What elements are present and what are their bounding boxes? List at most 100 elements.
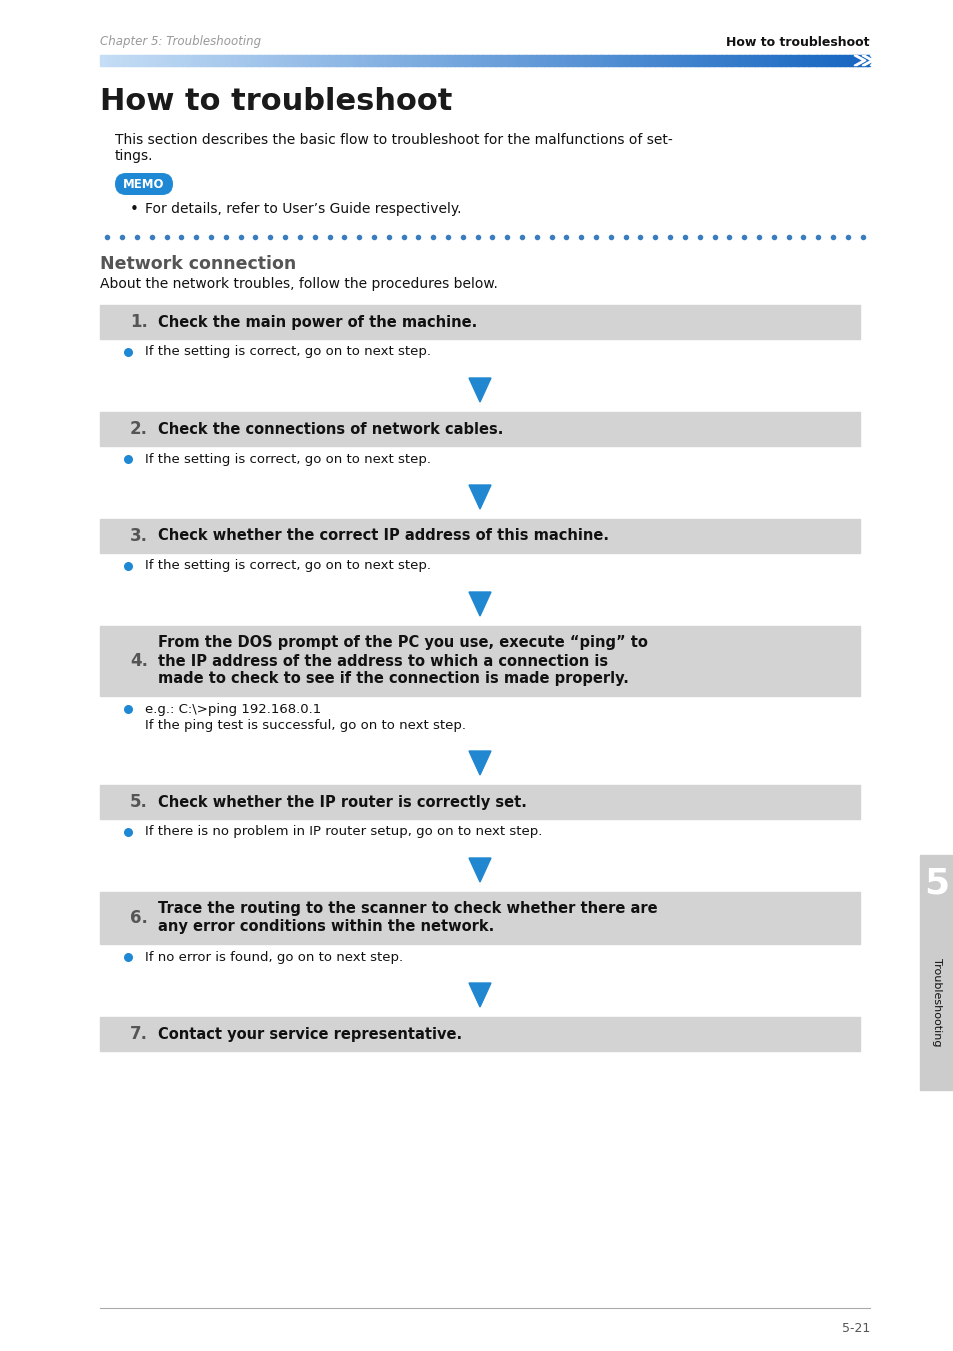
Bar [718,55,720,66]
Bar [285,55,288,66]
Bar [610,55,613,66]
Bar [261,55,265,66]
Text: If the setting is correct, go on to next step.: If the setting is correct, go on to next… [145,559,431,573]
Bar [777,55,780,66]
Bar [490,55,493,66]
Bar [231,55,233,66]
Bar [641,55,644,66]
Bar [131,55,133,66]
Bar [213,55,215,66]
Bar [620,55,623,66]
Bar [293,55,295,66]
Bar [795,55,798,66]
Bar [781,55,785,66]
Bar [725,55,729,66]
Bar [733,55,737,66]
Bar [346,55,349,66]
Bar [318,55,321,66]
Bar [482,55,485,66]
Bar [461,55,464,66]
Bar [587,55,590,66]
Bar [272,55,274,66]
Bar [766,55,770,66]
Bar [661,55,664,66]
Bar [159,55,162,66]
Bar [751,55,754,66]
Bar [848,55,852,66]
Bar [193,55,195,66]
Bar [438,55,441,66]
Bar [211,55,213,66]
Bar [554,55,557,66]
Bar [185,55,188,66]
Bar [823,55,826,66]
Bar [866,55,869,66]
Bar [343,55,347,66]
Bar [534,55,537,66]
Text: Contact your service representative.: Contact your service representative. [158,1027,461,1042]
Bar [441,55,444,66]
Bar [443,55,447,66]
Text: Network connection: Network connection [100,255,296,273]
Bar [241,55,244,66]
Text: 3.: 3. [130,527,148,544]
Bar [472,55,475,66]
Bar [431,55,434,66]
Text: Trace the routing to the scanner to check whether there are: Trace the routing to the scanner to chec… [158,901,657,916]
Text: Check the main power of the machine.: Check the main power of the machine. [158,315,476,330]
Bar [220,55,223,66]
Bar [326,55,329,66]
Bar [197,55,200,66]
Bar [276,55,280,66]
Bar [698,55,700,66]
Bar [510,55,514,66]
Bar [393,55,395,66]
Bar [458,55,462,66]
Bar [862,55,864,66]
Bar [616,55,618,66]
Bar [579,55,582,66]
Bar [323,55,326,66]
Bar [682,55,685,66]
Bar [636,55,639,66]
Bar [153,55,157,66]
Bar [177,55,180,66]
Text: If no error is found, go on to next step.: If no error is found, go on to next step… [145,951,403,963]
Bar [179,55,182,66]
Bar [669,55,672,66]
Bar [736,55,739,66]
Bar [215,55,218,66]
Bar [590,55,593,66]
Text: any error conditions within the network.: any error conditions within the network. [158,920,494,935]
Bar [649,55,652,66]
Bar [810,55,813,66]
Bar [851,55,854,66]
Bar [100,892,859,944]
Bar [608,55,611,66]
Bar [705,55,708,66]
Polygon shape [469,858,491,882]
Bar [123,55,126,66]
Text: MEMO: MEMO [123,177,165,190]
Bar [105,55,108,66]
Text: •: • [130,201,139,216]
Bar [582,55,585,66]
Bar [672,55,675,66]
Bar [564,55,567,66]
Bar [546,55,549,66]
Bar [538,55,541,66]
Bar [187,55,191,66]
Bar [774,55,778,66]
Bar [361,55,364,66]
Bar [784,55,787,66]
Bar [664,55,667,66]
FancyBboxPatch shape [115,173,172,195]
Bar [528,55,531,66]
Bar [172,55,174,66]
Bar [410,55,414,66]
Bar [854,55,857,66]
Bar [274,55,277,66]
Bar [707,55,711,66]
Bar [764,55,767,66]
Bar [108,55,111,66]
